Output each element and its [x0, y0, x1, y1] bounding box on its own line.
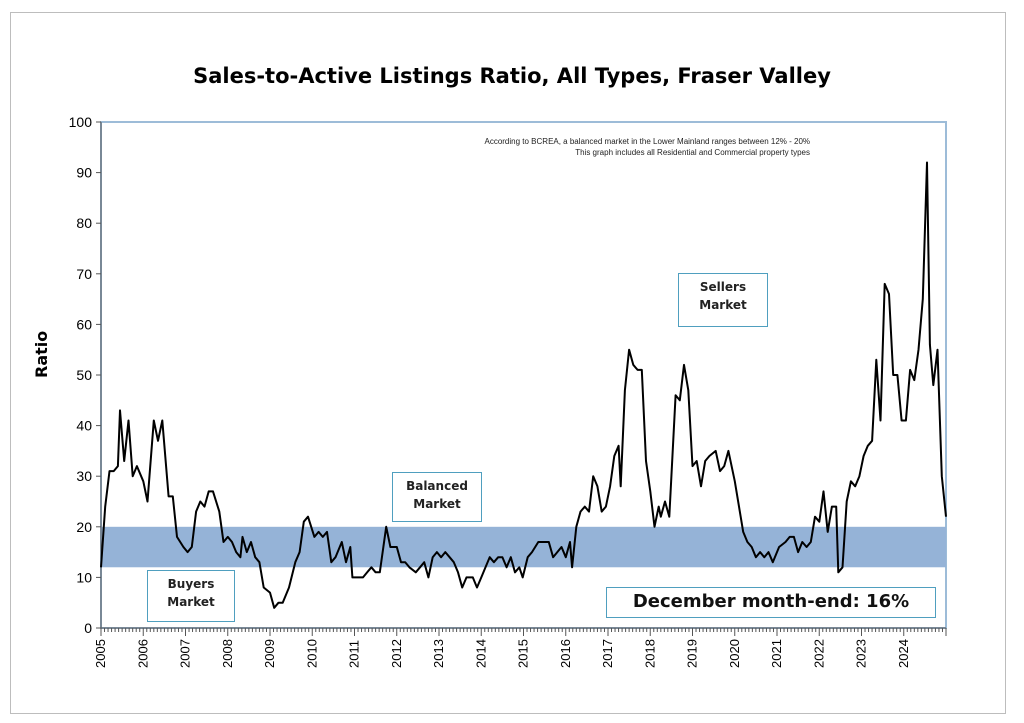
x-tick-label: 2013: [431, 639, 446, 668]
x-tick-label: 2014: [473, 639, 488, 668]
y-tick-label: 80: [76, 215, 92, 231]
chart-title: Sales-to-Active Listings Ratio, All Type…: [193, 64, 831, 88]
y-tick-label: 20: [76, 519, 92, 535]
balanced-label-line2: Market: [413, 497, 461, 511]
x-tick-label: 2023: [854, 639, 869, 668]
note-balanced-range: According to BCREA, a balanced market in…: [484, 137, 810, 146]
balanced-band-rect: [101, 526, 946, 568]
y-tick-label: 30: [76, 468, 92, 484]
y-tick-label: 70: [76, 266, 92, 282]
y-tick-label: 50: [76, 367, 92, 383]
x-tick-label: 2017: [600, 639, 615, 668]
x-tick-label: 2020: [727, 639, 742, 668]
note-property-types: This graph includes all Residential and …: [575, 148, 810, 157]
y-tick-label: 10: [76, 569, 92, 585]
buyers-market-label: Buyers Market: [147, 570, 235, 622]
sellers-label-line2: Market: [699, 298, 747, 312]
x-tick-label: 2008: [220, 639, 235, 668]
x-tick-label: 2007: [178, 639, 193, 668]
balanced-band: [101, 526, 946, 568]
x-tick-label: 2015: [516, 639, 531, 668]
month-end-label: December month-end: 16%: [606, 587, 936, 618]
x-tick-label: 2021: [769, 639, 784, 668]
y-tick-label: 0: [84, 620, 92, 636]
buyers-label-line1: Buyers: [167, 577, 215, 591]
axes: 0 10 20 30 40 50 60 70 80 90 100 2005 2006 2007 2008 20…: [69, 114, 947, 668]
y-tick-label: 100: [69, 114, 93, 130]
x-tick-label: 2006: [135, 639, 150, 668]
balanced-market-label: Balanced Market: [392, 472, 482, 522]
x-tick-label: 2010: [304, 639, 319, 668]
buyers-label-line2: Market: [167, 595, 215, 609]
y-tick-label: 90: [76, 165, 92, 181]
x-tick-label: 2016: [558, 639, 573, 668]
x-tick-label: 2019: [685, 639, 700, 668]
x-tick-label: 2005: [93, 639, 108, 668]
x-tick-label: 2009: [262, 639, 277, 668]
x-tick-label: 2022: [811, 639, 826, 668]
series-line: [100, 161, 947, 609]
chart-frame: [10, 12, 1006, 714]
sellers-market-label: Sellers Market: [678, 273, 768, 327]
y-tick-label: 60: [76, 316, 92, 332]
x-tick-label: 2018: [642, 639, 657, 668]
x-tick-label: 2012: [389, 639, 404, 668]
x-tick-label: 2024: [896, 639, 911, 668]
x-tick-label: 2011: [347, 640, 362, 668]
sellers-label-line1: Sellers: [699, 280, 747, 294]
balanced-label-line1: Balanced: [406, 479, 468, 493]
y-tick-label: 40: [76, 418, 92, 434]
